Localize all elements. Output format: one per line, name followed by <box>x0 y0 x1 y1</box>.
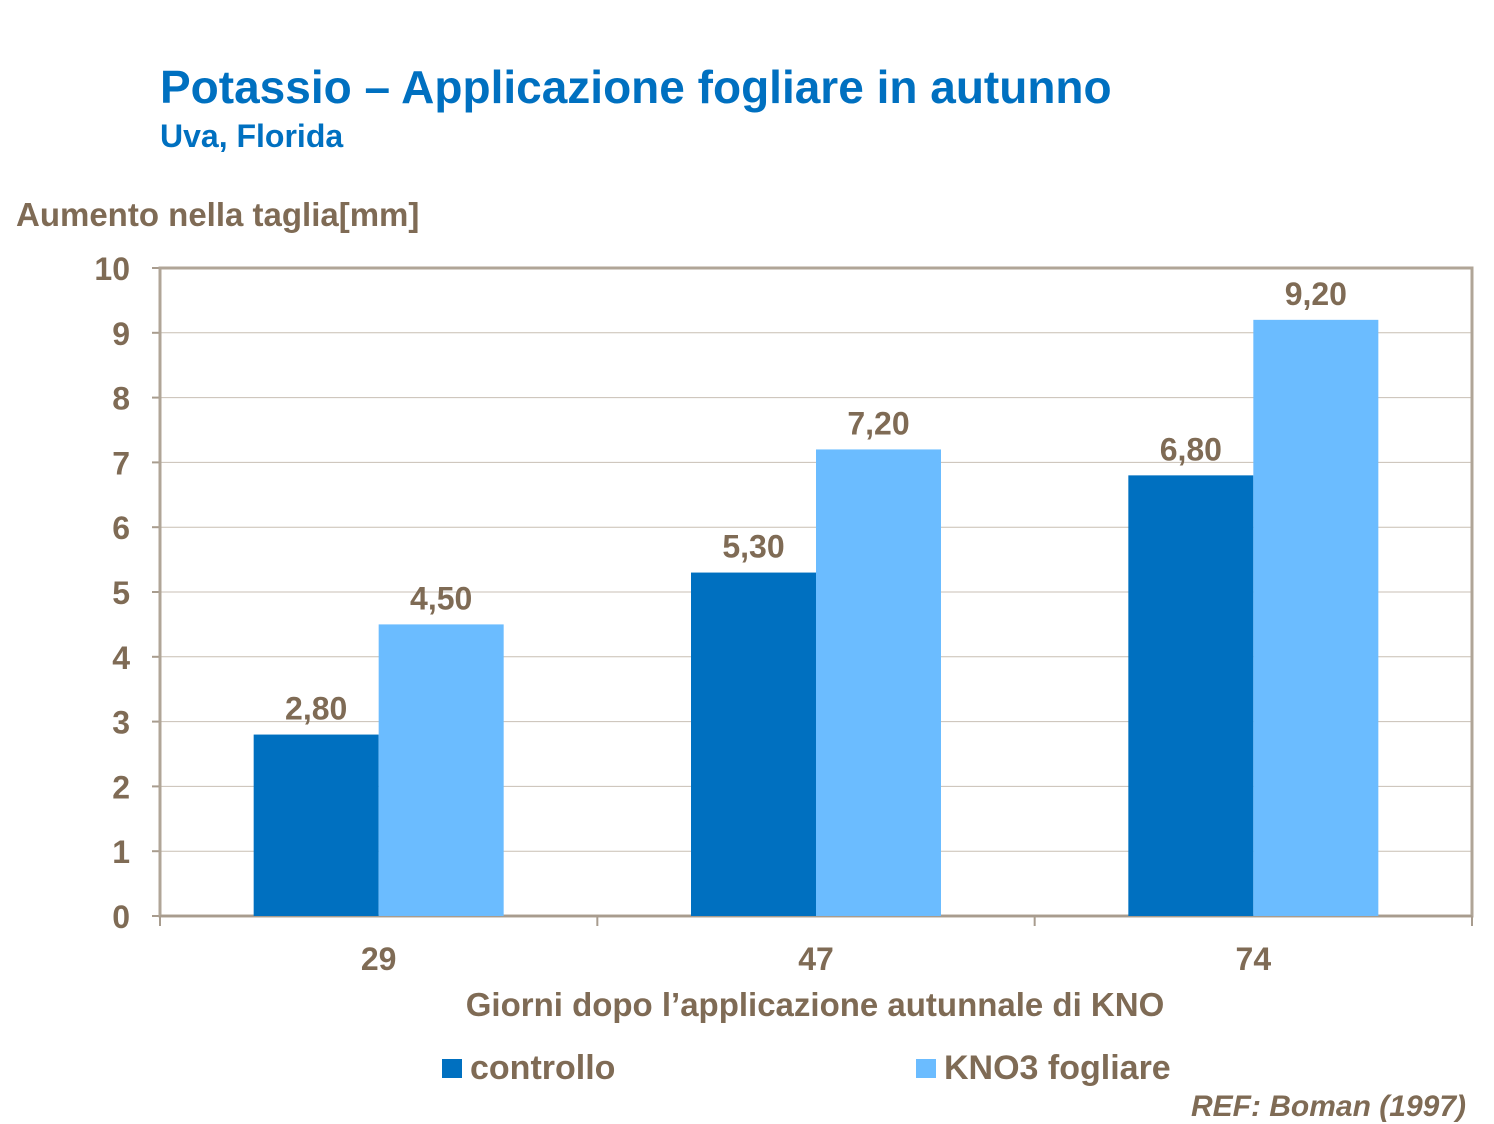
x-tick-label: 74 <box>1236 941 1272 977</box>
y-tick-label: 9 <box>112 316 130 352</box>
legend-label: controllo <box>470 1049 615 1087</box>
x-axis-label: Giorni dopo l’applicazione autunnale di … <box>466 986 1165 1023</box>
bar-controllo <box>1128 475 1254 916</box>
y-axis-label: Aumento nella taglia[mm] <box>16 196 419 233</box>
x-tick-label: 47 <box>798 941 834 977</box>
y-tick-label: 5 <box>112 575 130 611</box>
bar-kno3 <box>1253 319 1379 917</box>
y-tick-label: 3 <box>112 705 130 741</box>
bar-controllo <box>253 734 379 916</box>
y-tick-label: 8 <box>112 381 130 417</box>
y-tick-label: 1 <box>112 834 130 870</box>
bar-controllo <box>691 572 816 916</box>
data-label: 7,20 <box>847 405 909 441</box>
bar-kno3 <box>816 449 941 916</box>
x-tick-label: 29 <box>361 941 397 977</box>
slide-subtitle: Uva, Florida <box>160 118 344 154</box>
y-tick-label: 10 <box>94 251 130 287</box>
y-tick-label: 6 <box>112 510 130 546</box>
reference: REF: Boman (1997) <box>1190 1090 1466 1123</box>
y-tick-label: 2 <box>112 769 130 805</box>
legend-swatch-kno3 <box>916 1059 936 1078</box>
data-label: 2,80 <box>285 691 347 727</box>
data-label: 4,50 <box>410 580 472 616</box>
y-tick-label: 4 <box>112 640 130 676</box>
legend-label: KNO3 fogliare <box>944 1049 1171 1087</box>
data-label: 5,30 <box>722 529 784 565</box>
data-label: 9,20 <box>1285 276 1347 312</box>
y-tick-label: 0 <box>112 899 130 935</box>
legend-swatch-controllo <box>442 1059 462 1078</box>
y-tick-label: 7 <box>112 445 130 481</box>
bar-kno3 <box>378 624 504 916</box>
data-label: 6,80 <box>1160 431 1222 467</box>
slide-title: Potassio – Applicazione fogliare in autu… <box>160 61 1112 113</box>
